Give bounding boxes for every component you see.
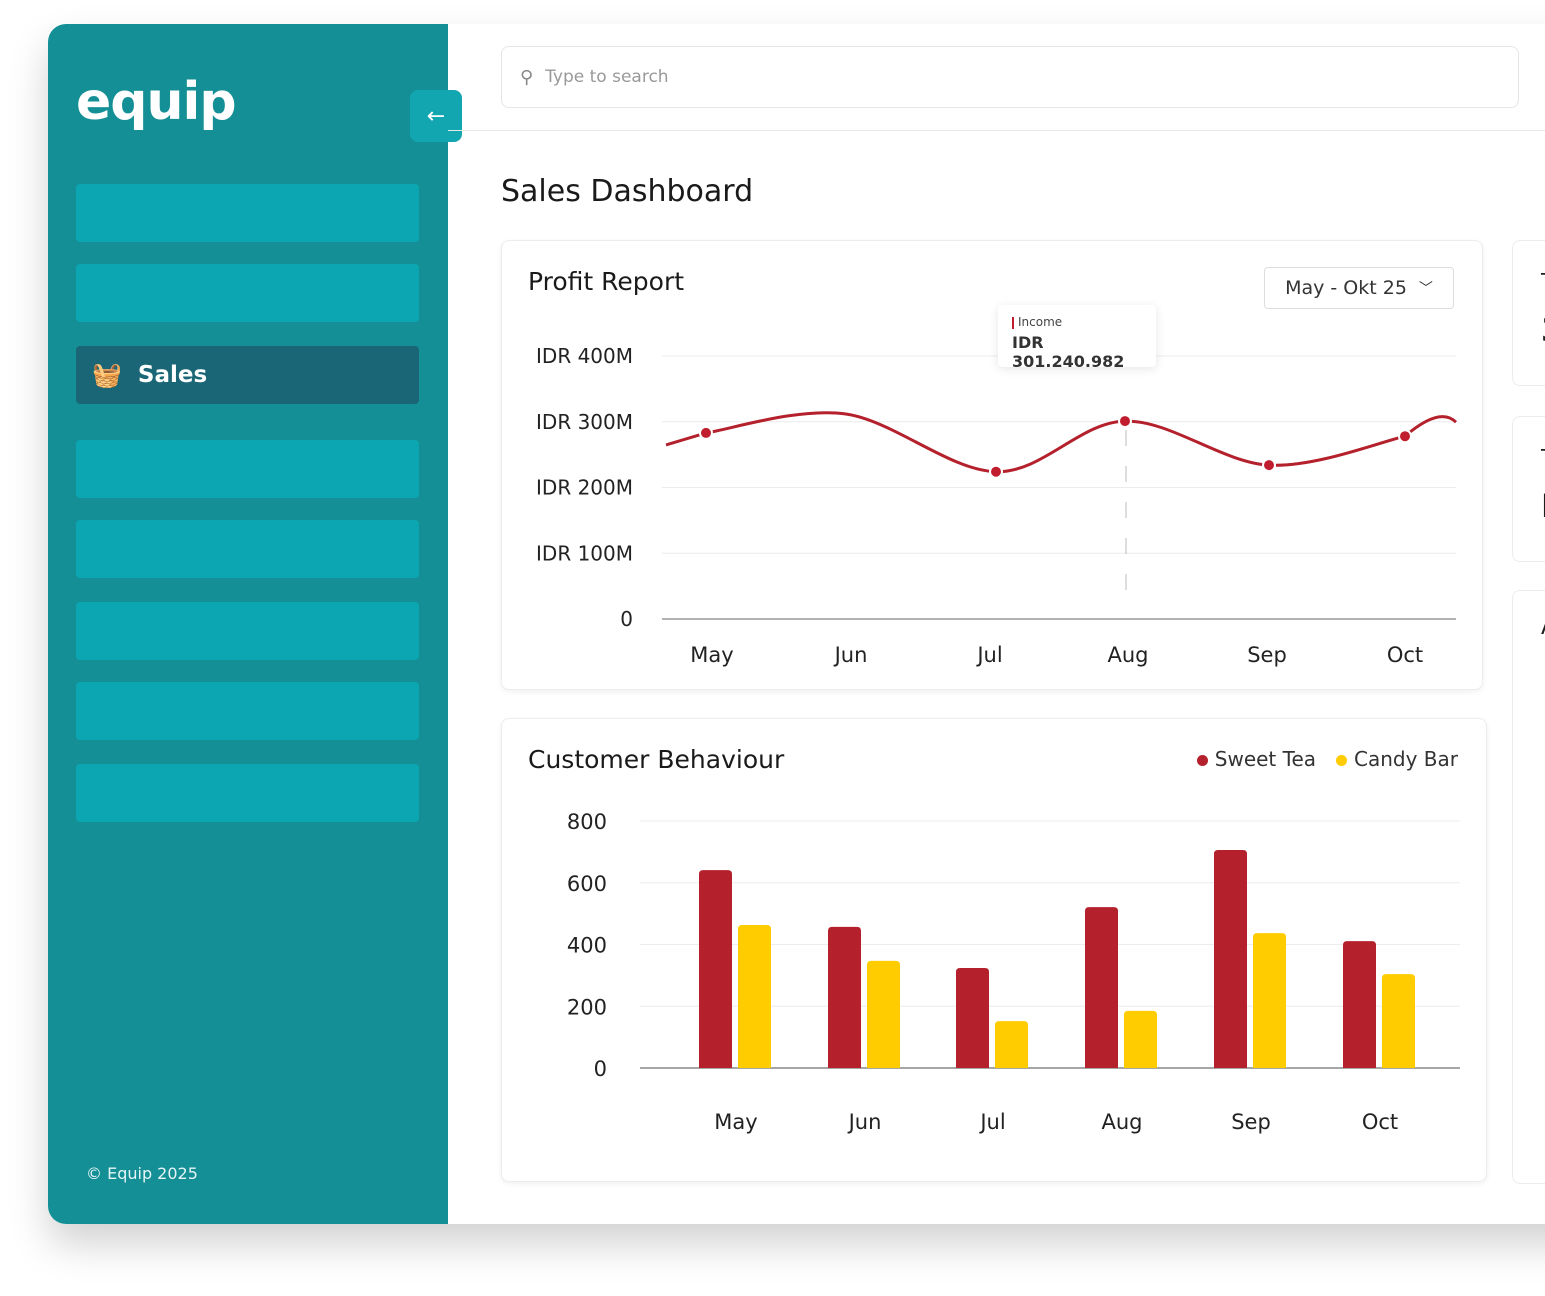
chart-tooltip: Income IDR 301.240.982: [998, 305, 1156, 371]
y-tick-label: 800: [567, 810, 607, 834]
profit-report-card: Profit Report May - Okt 25 ﹀: [501, 240, 1483, 690]
search-placeholder: Type to search: [545, 67, 669, 87]
sidebar-item[interactable]: [76, 682, 419, 740]
header-divider: [448, 130, 1545, 131]
data-point: [1262, 458, 1276, 473]
x-tick-label: Aug: [1101, 1110, 1142, 1134]
y-tick-label: 600: [567, 872, 607, 896]
data-point: [699, 425, 713, 440]
y-tick-label: 200: [567, 995, 607, 1019]
bar-candy-bar: [867, 960, 900, 1068]
data-point: [1118, 414, 1132, 429]
bar-sweet-tea: [1343, 941, 1376, 1068]
x-tick-label: Aug: [1107, 643, 1148, 667]
customer-behaviour-card: Customer Behaviour Sweet Tea Candy Bar: [501, 718, 1487, 1182]
date-range-value: May - Okt 25: [1285, 277, 1407, 299]
bar-candy-bar: [995, 1021, 1028, 1068]
data-point: [1398, 429, 1412, 444]
card-title: Customer Behaviour: [528, 745, 785, 774]
charts-layer: 0 IDR 100M IDR 200M IDR 300M IDR 400M May Jun J…: [536, 344, 1460, 1134]
bar-sweet-tea: [1085, 907, 1118, 1068]
income-line: [665, 411, 1458, 474]
legend-sweet-tea: Sweet Tea: [1196, 747, 1316, 771]
basket-icon: 🧺: [92, 361, 122, 389]
x-tick-label: Sep: [1231, 1110, 1271, 1134]
page-title: Sales Dashboard: [501, 174, 754, 209]
y-tick-label: 0: [594, 1057, 607, 1081]
sidebar-item[interactable]: [76, 602, 419, 660]
x-tick-label: Oct: [1387, 643, 1423, 667]
chevron-down-icon: ﹀: [1418, 281, 1433, 297]
sidebar-item-sales[interactable]: 🧺 Sales: [76, 346, 419, 404]
date-range-dropdown[interactable]: May - Okt 25 ﹀: [1264, 267, 1454, 309]
x-tick-label: Jun: [833, 643, 868, 667]
bar-sweet-tea: [828, 926, 861, 1068]
search-input[interactable]: ⚲ Type to search: [501, 46, 1519, 108]
x-tick-label: Jul: [975, 643, 1002, 667]
chart-legend: Sweet Tea Candy Bar: [1196, 747, 1458, 771]
y-tick-label: 400: [567, 934, 607, 958]
bar-candy-bar: [1253, 933, 1286, 1068]
x-tick-label: Jul: [978, 1110, 1005, 1134]
y-tick-label: IDR 200M: [536, 476, 633, 500]
logo: equip: [76, 72, 237, 132]
bar-sweet-tea: [956, 967, 989, 1068]
y-tick-label: 0: [620, 607, 633, 631]
bar-candy-bar: [1382, 974, 1415, 1068]
stat-card: TI: [1512, 416, 1545, 562]
sidebar-item[interactable]: [76, 264, 419, 322]
stat-card: T3: [1512, 240, 1545, 386]
sidebar-item[interactable]: [76, 764, 419, 822]
data-point: [989, 464, 1003, 479]
bar-sweet-tea: [699, 870, 732, 1068]
y-tick-label: IDR 300M: [536, 410, 633, 434]
x-tick-label: May: [714, 1110, 757, 1134]
y-tick-label: IDR 100M: [536, 541, 633, 565]
sidebar-item[interactable]: [76, 184, 419, 242]
activity-card: A: [1512, 590, 1545, 1184]
card-title: Profit Report: [528, 267, 685, 296]
x-tick-label: May: [690, 643, 733, 667]
bar-candy-bar: [1124, 1010, 1157, 1068]
copyright: © Equip 2025: [86, 1164, 198, 1183]
x-tick-label: Oct: [1362, 1110, 1398, 1134]
x-tick-label: Jun: [847, 1110, 882, 1134]
legend-candy-bar: Candy Bar: [1336, 747, 1458, 771]
y-tick-label: IDR 400M: [536, 344, 633, 368]
sidebar-item-label: Sales: [137, 362, 208, 388]
collapse-sidebar-button[interactable]: ←: [410, 90, 462, 142]
bar-candy-bar: [738, 925, 771, 1068]
x-tick-label: Sep: [1247, 643, 1287, 667]
app-window: equip ← 🧺 Sales © Equip 2025 ⚲ Type to sea…: [48, 24, 1545, 1224]
sidebar-item[interactable]: [76, 520, 419, 578]
arrow-left-icon: ←: [426, 103, 446, 129]
search-icon: ⚲: [520, 66, 534, 88]
sidebar-item[interactable]: [76, 440, 419, 498]
bar-sweet-tea: [1214, 850, 1247, 1068]
sidebar: equip ← 🧺 Sales © Equip 2025: [48, 24, 462, 1224]
